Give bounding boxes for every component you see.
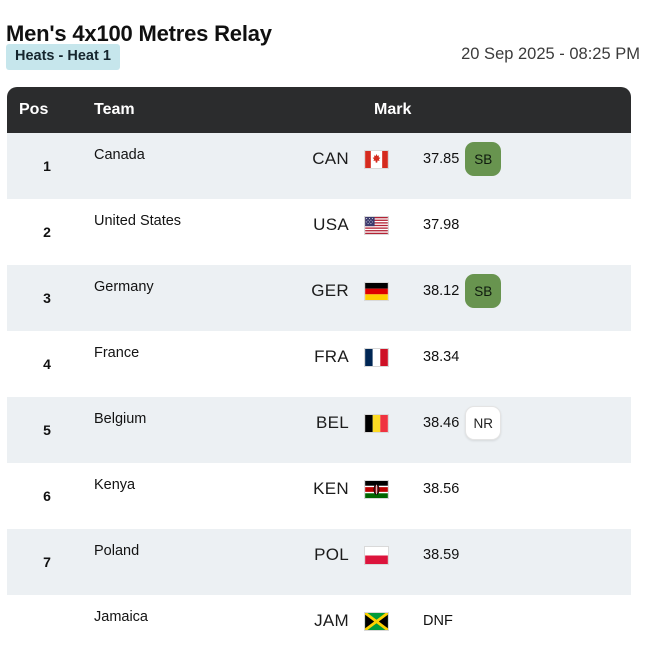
- position-value: 7: [43, 554, 51, 570]
- team-name: United States: [94, 213, 182, 229]
- table-header-row: Pos Team Mark: [7, 87, 631, 133]
- column-header-team: Team: [94, 101, 135, 118]
- position-value: 2: [43, 224, 51, 240]
- table-row[interactable]: 5 Belgium BEL 38.46 NR: [7, 397, 631, 463]
- belgium-flag-icon: [364, 413, 389, 433]
- country-code: FRA: [314, 347, 349, 366]
- country-code: JAM: [314, 611, 349, 630]
- record-badge: SB: [465, 142, 502, 176]
- mark-value: 38.12: [423, 283, 460, 299]
- country-code: BEL: [315, 413, 349, 432]
- germany-flag-icon: [364, 281, 389, 301]
- team-cell: Belgium BEL: [75, 397, 423, 463]
- team-cell: Kenya KEN: [75, 463, 423, 529]
- country-code: POL: [314, 545, 349, 564]
- position-value: [19, 595, 75, 661]
- mark-value: 37.85: [423, 151, 460, 167]
- mark-cell: 37.85 SB: [423, 141, 631, 177]
- position-value: 6: [43, 488, 51, 504]
- usa-flag-icon: [364, 215, 389, 235]
- mark-value: 38.46: [423, 415, 460, 431]
- country-group: GER: [311, 273, 389, 309]
- table-row[interactable]: Jamaica JAM DNF: [7, 595, 631, 661]
- mark-value: 38.59: [423, 547, 460, 563]
- team-name: France: [94, 345, 140, 361]
- event-datetime: 20 Sep 2025 - 08:25 PM: [461, 45, 640, 63]
- country-group: USA: [313, 207, 389, 243]
- mark-cell: 38.46 NR: [423, 405, 631, 441]
- team-name: Canada: [94, 147, 145, 163]
- table-body: 1 Canada CAN 37.85 SB 2 United States US…: [7, 133, 631, 661]
- team-name: Poland: [94, 543, 140, 559]
- phase-badge: Heats - Heat 1: [6, 44, 120, 70]
- country-code: KEN: [313, 479, 349, 498]
- table-row[interactable]: 6 Kenya KEN 38.56: [7, 463, 631, 529]
- column-header-mark: Mark: [374, 101, 412, 118]
- country-code: USA: [313, 215, 349, 234]
- kenya-flag-icon: [364, 479, 389, 499]
- canada-flag-icon: [364, 149, 389, 169]
- position-value: 5: [43, 422, 51, 438]
- mark-cell: 38.56: [423, 471, 631, 507]
- team-name: Jamaica: [94, 609, 148, 625]
- country-group: JAM: [314, 603, 389, 639]
- position-value: 1: [43, 158, 51, 174]
- country-code: GER: [311, 281, 349, 300]
- mark-cell: 37.98: [423, 207, 631, 243]
- mark-cell: DNF: [423, 603, 631, 639]
- team-cell: Canada CAN: [75, 133, 423, 199]
- mark-cell: 38.34: [423, 339, 631, 375]
- team-cell: Poland POL: [75, 529, 423, 595]
- france-flag-icon: [364, 347, 389, 367]
- team-cell: France FRA: [75, 331, 423, 397]
- record-badge: NR: [465, 406, 502, 440]
- mark-cell: 38.59: [423, 537, 631, 573]
- country-group: KEN: [313, 471, 389, 507]
- country-group: BEL: [316, 405, 389, 441]
- table-row[interactable]: 2 United States USA 37.98: [7, 199, 631, 265]
- results-table: Pos Team Mark 1 Canada CAN 37.85 SB 2 Un…: [7, 87, 631, 661]
- country-group: POL: [314, 537, 389, 573]
- team-name: Kenya: [94, 477, 136, 493]
- position-value: 3: [43, 290, 51, 306]
- mark-value: 37.98: [423, 217, 460, 233]
- mark-value: 38.34: [423, 349, 460, 365]
- record-badge: SB: [465, 274, 502, 308]
- country-group: FRA: [314, 339, 389, 375]
- country-code: CAN: [312, 149, 349, 168]
- table-row[interactable]: 7 Poland POL 38.59: [7, 529, 631, 595]
- country-group: CAN: [312, 141, 389, 177]
- team-name: Belgium: [94, 411, 147, 427]
- column-header-pos: Pos: [19, 101, 49, 118]
- team-cell: United States USA: [75, 199, 423, 265]
- poland-flag-icon: [364, 545, 389, 565]
- team-cell: Germany GER: [75, 265, 423, 331]
- team-cell: Jamaica JAM: [75, 595, 423, 661]
- jamaica-flag-icon: [364, 611, 389, 631]
- team-name: Germany: [94, 279, 154, 295]
- page-title: Men's 4x100 Metres Relay: [6, 20, 272, 46]
- mark-cell: 38.12 SB: [423, 273, 631, 309]
- mark-value: DNF: [423, 613, 453, 629]
- table-row[interactable]: 1 Canada CAN 37.85 SB: [7, 133, 631, 199]
- position-value: 4: [43, 356, 51, 372]
- mark-value: 38.56: [423, 481, 460, 497]
- table-row[interactable]: 3 Germany GER 38.12 SB: [7, 265, 631, 331]
- table-row[interactable]: 4 France FRA 38.34: [7, 331, 631, 397]
